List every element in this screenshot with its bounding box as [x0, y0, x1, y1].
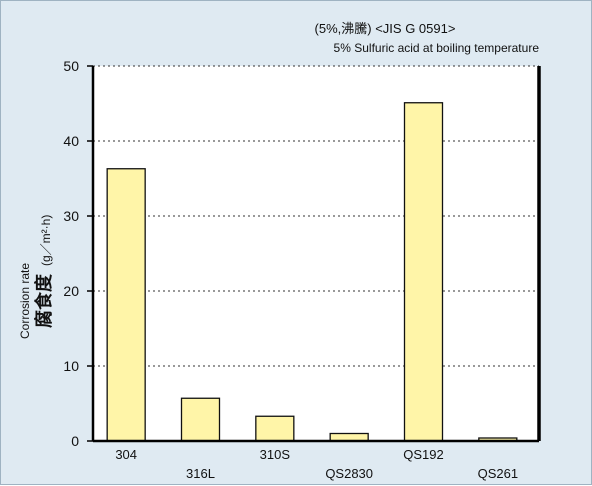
plot-area	[93, 66, 539, 441]
y-tick-label: 0	[71, 433, 79, 449]
y-tick-label: 20	[63, 283, 79, 299]
bar-316l	[180, 397, 221, 442]
y-axis-label-jp: 腐食度	[33, 273, 54, 328]
x-tick-label: QS2830	[325, 466, 373, 481]
y-tick-label: 40	[63, 133, 79, 149]
x-tick-label: 304	[115, 447, 137, 462]
gridlines	[93, 65, 539, 367]
y-tick-labels: 0 10 20 30 40 50	[63, 58, 93, 449]
bar-310s	[255, 415, 295, 442]
bars	[106, 102, 518, 442]
y-tick-label: 50	[63, 58, 79, 74]
y-axis-unit: (g／m²·h)	[39, 215, 53, 266]
chart-title-en: 5% Sulfuric acid at boiling temperature	[334, 41, 540, 55]
x-tick-label: QS192	[403, 447, 443, 462]
x-tick-label: 310S	[260, 447, 291, 462]
x-tick-labels: 304 316L 310S QS2830 QS192 QS261	[115, 447, 518, 481]
bar-qs192	[403, 102, 444, 442]
y-tick-label: 10	[63, 358, 79, 374]
chart-title-jp: (5%,沸騰) <JIS G 0591>	[315, 21, 456, 36]
x-tick-label: 316L	[186, 466, 215, 481]
y-tick-label: 30	[63, 208, 79, 224]
bar-304	[106, 168, 146, 442]
x-tick-label: QS261	[478, 466, 518, 481]
y-axis-label-en: Corrosion rate	[18, 263, 32, 339]
